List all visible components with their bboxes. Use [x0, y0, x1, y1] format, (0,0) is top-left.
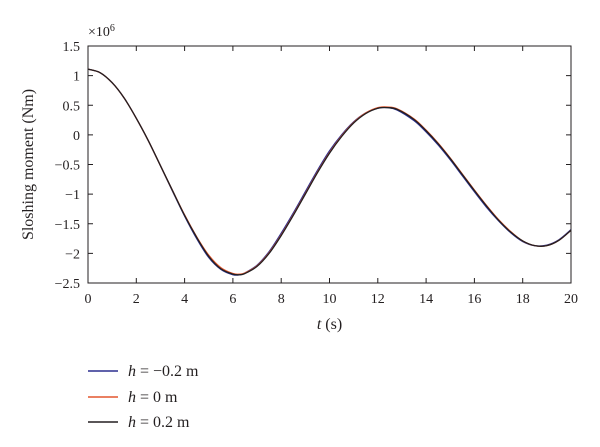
y-tick-label: −1	[65, 188, 80, 203]
legend-item-h-0: h = 0 m	[88, 389, 178, 406]
multiplier-base: ×10	[88, 25, 110, 40]
x-axis-label-variable: t	[317, 316, 322, 333]
legend: h = −0.2 m h = 0 m h = 0.2 m	[88, 363, 199, 431]
x-tick-label: 6	[229, 292, 236, 307]
plot-frame	[87, 45, 572, 284]
x-tick-label: 0	[85, 292, 92, 307]
x-tick-label: 16	[467, 292, 481, 307]
series-line-h-0	[87, 68, 572, 275]
y-tick-label: −2	[65, 247, 80, 262]
y-tick-label: 0	[73, 129, 80, 144]
y-axis-label: Sloshing moment (Nm)	[20, 89, 37, 240]
multiplier-exponent: 6	[110, 23, 115, 34]
legend-item-h-neg-0-2: h = −0.2 m	[88, 363, 199, 380]
x-axis: 0 2 4 6 8 10 12 14 16 18 20	[85, 46, 578, 307]
y-tick-label: 0.5	[63, 99, 81, 114]
legend-item-h-0-2: h = 0.2 m	[88, 414, 190, 431]
x-axis-label: t (s)	[317, 316, 342, 333]
series-line-h-0-2	[87, 68, 572, 276]
y-axis-multiplier: ×106	[88, 23, 115, 41]
x-tick-label: 8	[278, 292, 285, 307]
y-tick-label: −2.5	[55, 277, 80, 292]
x-tick-label: 10	[323, 292, 337, 307]
y-tick-label: 1.5	[63, 40, 81, 55]
x-tick-label: 4	[181, 292, 188, 307]
y-tick-label: 1	[73, 70, 80, 85]
series-lines	[87, 68, 572, 276]
legend-label: h = −0.2 m	[128, 363, 199, 380]
x-tick-label: 12	[371, 292, 385, 307]
x-tick-label: 2	[133, 292, 140, 307]
x-tick-label: 20	[564, 292, 578, 307]
legend-label: h = 0.2 m	[128, 414, 190, 431]
y-tick-label: −0.5	[55, 159, 80, 174]
x-tick-label: 18	[516, 292, 530, 307]
y-axis: 1.5 1 0.5 0 −0.5 −1 −1.5 −2 −2.5	[55, 40, 571, 292]
series-line-h-neg-0-2	[87, 68, 572, 276]
x-tick-label: 14	[419, 292, 433, 307]
y-tick-label: −1.5	[55, 218, 80, 233]
legend-label: h = 0 m	[128, 389, 178, 406]
x-axis-label-unit: (s)	[321, 316, 342, 333]
